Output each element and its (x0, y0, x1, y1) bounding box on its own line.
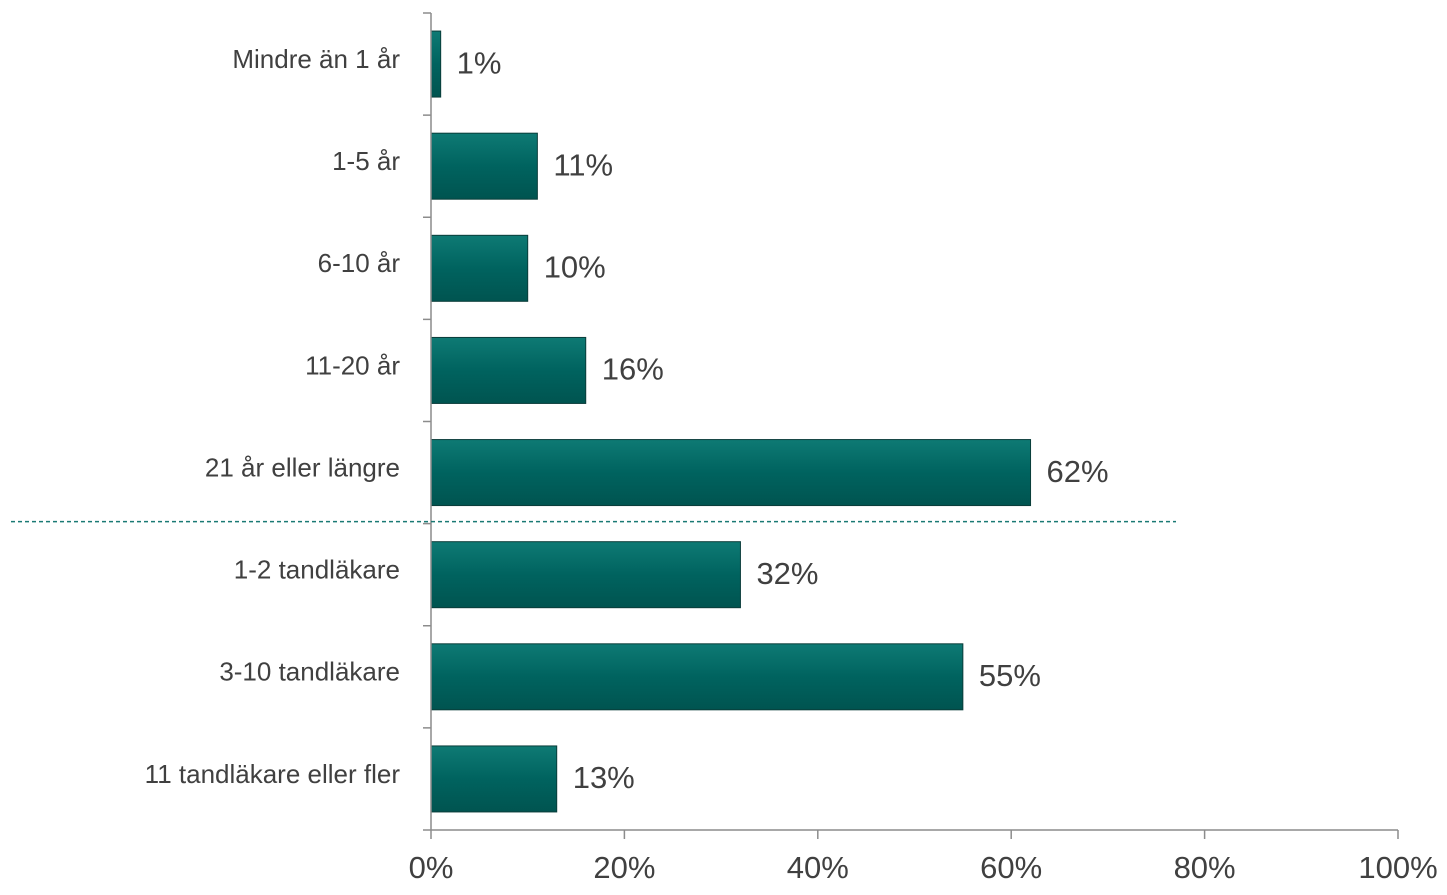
category-label: 11 tandläkare eller fler (145, 759, 401, 789)
data-label: 10% (544, 250, 606, 285)
x-tick-label: 0% (409, 850, 454, 885)
category-label: 1-2 tandläkare (234, 555, 400, 585)
bars-layer (430, 30, 1032, 813)
category-label: 21 år eller längre (205, 452, 400, 482)
bar-2 (430, 234, 529, 302)
data-label: 62% (1047, 454, 1109, 489)
axes (11, 12, 1399, 839)
data-label: 16% (602, 352, 664, 387)
category-label: Mindre än 1 år (232, 44, 400, 74)
x-tick-label: 100% (1358, 850, 1437, 885)
bar-0 (430, 30, 442, 98)
bar-7 (430, 745, 558, 813)
category-label: 6-10 år (318, 248, 401, 278)
x-tick-label: 80% (1174, 850, 1236, 885)
category-label: 11-20 år (305, 350, 400, 380)
bar-3 (430, 336, 587, 404)
bar-5 (430, 541, 741, 609)
data-label: 13% (573, 760, 635, 795)
labels-layer: Mindre än 1 år 1% 1-5 år 11% 6-10 år 10% 11-20… (145, 44, 1438, 885)
x-tick-label: 20% (593, 850, 655, 885)
category-label: 1-5 år (332, 146, 400, 176)
x-tick-label: 40% (787, 850, 849, 885)
bar-1 (430, 132, 538, 200)
category-label: 3-10 tandläkare (219, 657, 400, 687)
data-label: 32% (756, 556, 818, 591)
data-label: 11% (553, 147, 613, 182)
x-tick-label: 60% (980, 850, 1042, 885)
data-label: 55% (979, 658, 1041, 693)
data-label: 1% (457, 45, 502, 80)
bar-6 (430, 643, 964, 711)
bar-4 (430, 439, 1032, 507)
